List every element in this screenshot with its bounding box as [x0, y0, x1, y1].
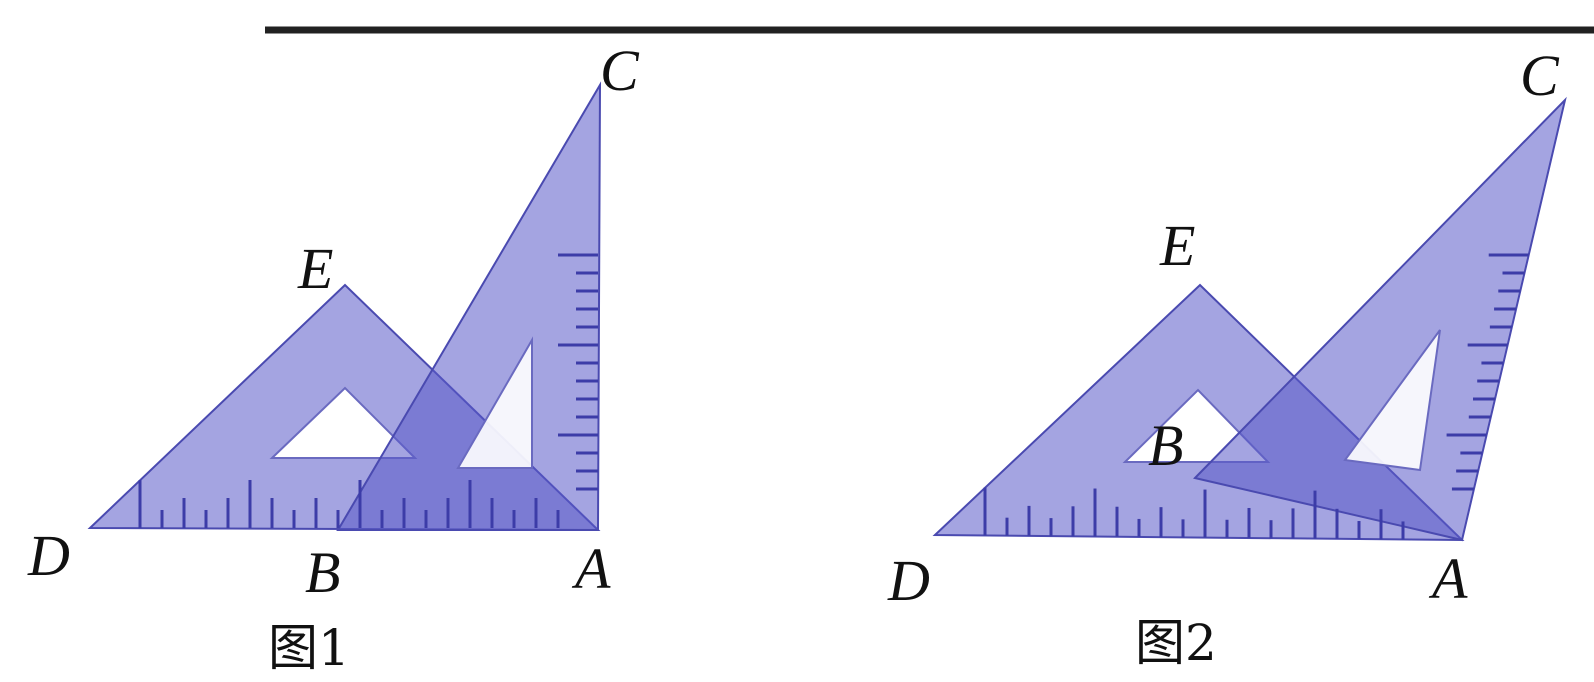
set-square-hole [269, 386, 418, 459]
set-square-hole [456, 336, 533, 469]
point-label: B [1148, 413, 1183, 478]
point-label: B [305, 540, 340, 605]
set-square-30-60 [1193, 96, 1567, 542]
point-label: E [1159, 213, 1195, 278]
figure-caption: 图1 [268, 619, 350, 677]
figure-2: C E B D A 图2 [887, 43, 1567, 672]
figure-1: C E D B A 图1 [27, 38, 640, 677]
set-square-30-60 [336, 81, 602, 531]
point-label: D [887, 548, 930, 613]
ruler-ticks [983, 253, 1529, 540]
ruler-ticks [138, 253, 598, 528]
point-label: A [1428, 546, 1468, 611]
set-square-hole [1343, 329, 1441, 472]
point-label: C [1520, 43, 1560, 108]
figure-caption: 图2 [1135, 614, 1217, 672]
point-label: A [571, 536, 611, 601]
point-label: E [297, 236, 333, 301]
point-label: C [600, 38, 640, 103]
point-label: D [27, 523, 70, 588]
